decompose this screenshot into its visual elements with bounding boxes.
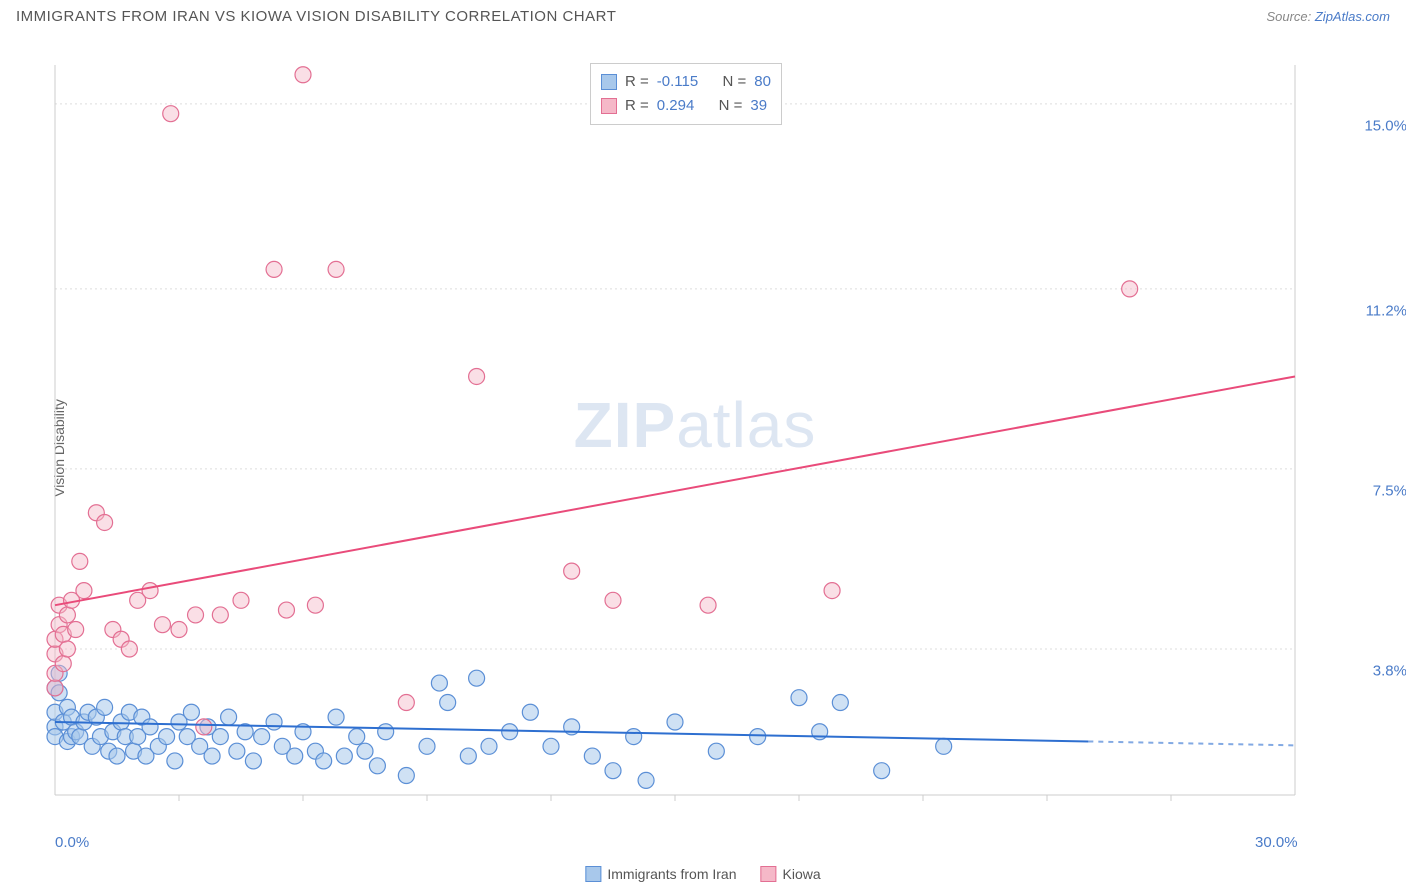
chart-title: IMMIGRANTS FROM IRAN VS KIOWA VISION DIS…: [16, 8, 616, 25]
source-link[interactable]: ZipAtlas.com: [1315, 9, 1390, 24]
legend-item: Kiowa: [761, 866, 821, 882]
corr-n-value: 80: [754, 70, 771, 94]
legend-label: Kiowa: [783, 866, 821, 882]
corr-r-label: R =: [625, 94, 649, 118]
correlation-row: R = -0.115 N = 80: [601, 70, 771, 94]
corr-n-label: N =: [719, 94, 743, 118]
chart-area: Vision Disability ZIPatlas 3.8%7.5%11.2%…: [45, 55, 1345, 825]
legend: Immigrants from Iran Kiowa: [585, 866, 820, 882]
source-prefix: Source:: [1266, 9, 1314, 24]
corr-r-value: 0.294: [657, 94, 695, 118]
legend-label: Immigrants from Iran: [607, 866, 736, 882]
legend-swatch: [601, 74, 617, 90]
corr-n-label: N =: [723, 70, 747, 94]
legend-swatch: [761, 866, 777, 882]
y-tick-label: 15.0%: [1364, 117, 1406, 134]
corr-r-value: -0.115: [657, 70, 698, 94]
scatter-plot: [45, 55, 1345, 825]
legend-item: Immigrants from Iran: [585, 866, 736, 882]
source-attribution: Source: ZipAtlas.com: [1266, 9, 1390, 24]
chart-header: IMMIGRANTS FROM IRAN VS KIOWA VISION DIS…: [0, 0, 1406, 29]
x-tick-label: 30.0%: [1255, 834, 1298, 851]
y-tick-label: 3.8%: [1373, 663, 1406, 680]
corr-n-value: 39: [750, 94, 767, 118]
legend-swatch: [585, 866, 601, 882]
correlation-box: R = -0.115 N = 80R = 0.294 N = 39: [590, 63, 782, 125]
x-tick-label: 0.0%: [55, 834, 89, 851]
corr-r-label: R =: [625, 70, 649, 94]
y-tick-label: 11.2%: [1366, 302, 1406, 319]
correlation-row: R = 0.294 N = 39: [601, 94, 771, 118]
legend-swatch: [601, 98, 617, 114]
y-tick-label: 7.5%: [1373, 482, 1406, 499]
